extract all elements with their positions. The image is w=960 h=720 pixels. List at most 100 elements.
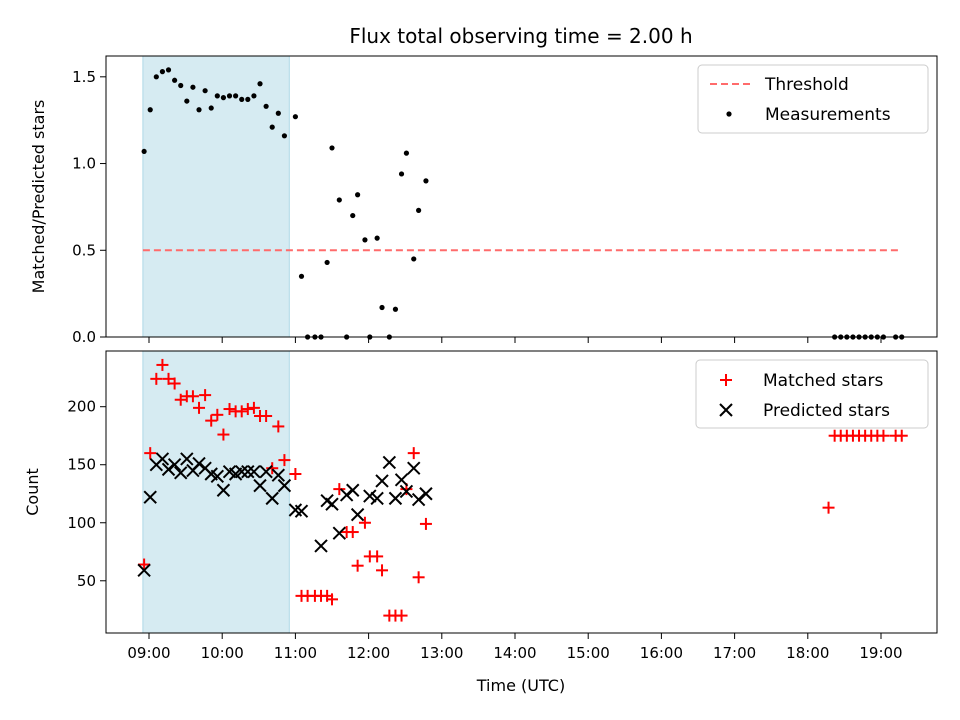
y-tick-label: 0.5 [72, 241, 96, 259]
legend-measurements-label: Measurements [765, 105, 891, 125]
legend-threshold-label: Threshold [764, 75, 849, 95]
matched-star-point [156, 358, 169, 371]
measurement-point [398, 171, 405, 177]
x-tick-label: 16:00 [640, 644, 683, 662]
measurement-point [362, 237, 368, 243]
predicted-star-point [294, 504, 309, 518]
bottom-legend-box [695, 359, 929, 429]
predicted-star-point [382, 455, 397, 470]
matched-star-point [395, 609, 408, 622]
matched-star-point [278, 454, 291, 467]
matched-star-point [412, 571, 425, 584]
predicted-star-point [167, 458, 182, 472]
top-legend-box [697, 64, 929, 134]
predicted-star-point [350, 507, 365, 522]
x-tick-label: 12:00 [347, 644, 390, 662]
predicted-star-point [277, 478, 292, 493]
y-tick-label: 1.5 [72, 68, 96, 86]
measurement-point [214, 93, 220, 99]
measurement-point [423, 178, 429, 184]
predicted-star-point [346, 483, 360, 497]
measurement-point [374, 235, 380, 241]
measurement-point [269, 124, 275, 130]
predicted-star-point [174, 466, 188, 480]
y-tick-label: 200 [67, 398, 96, 416]
matched-star-point [326, 593, 338, 606]
legend-measurements-swatch [726, 111, 732, 117]
predicted-star-point [216, 483, 231, 497]
matched-star-point [241, 403, 254, 416]
measurement-point [245, 96, 251, 102]
predicted-star-point [388, 491, 403, 506]
x-tick-label: 13:00 [420, 644, 463, 662]
matched-star-point [289, 468, 302, 481]
matched-star-point [877, 429, 890, 442]
measurement-point [178, 82, 184, 89]
measurement-point [208, 105, 214, 111]
y-tick-label: 1.0 [72, 155, 96, 173]
bottom-y-axis-label: Count [23, 468, 42, 516]
y-tick-label: 100 [67, 514, 96, 532]
matched-star-point [333, 483, 346, 496]
measurement-point [153, 74, 159, 80]
measurement-point [184, 98, 190, 104]
measurement-point [263, 103, 269, 109]
predicted-star-point [137, 563, 151, 578]
predicted-star-point [155, 452, 170, 466]
bottom-y-ticks: 50 100 150 200 [67, 398, 106, 590]
matched-star-point [376, 564, 389, 577]
matched-star-point [272, 420, 285, 433]
measurement-point [220, 95, 227, 101]
top-y-axis-label: Matched/Predicted stars [29, 100, 48, 294]
x-tick-label: 17:00 [713, 644, 756, 662]
y-tick-label: 50 [77, 572, 96, 590]
bottom-x-ticks: 09:00 10:00 11:00 12:00 13:00 14:00 15:00 16:00… [127, 633, 903, 662]
bottom-axes-frame [105, 350, 938, 634]
matched-star-point [407, 447, 420, 460]
measurement-point [275, 110, 281, 116]
x-tick-label: 18:00 [786, 644, 829, 662]
predicted-star-point [411, 492, 426, 507]
measurement-point [159, 69, 166, 75]
predicted-star-point [265, 491, 279, 506]
predicted-star-point [407, 461, 421, 475]
legend-matched-swatch [720, 374, 732, 386]
y-tick-label: 0.0 [72, 328, 96, 346]
predicted-star-point [394, 473, 409, 487]
predicted-star-point [247, 464, 261, 479]
x-tick-label: 10:00 [201, 644, 244, 662]
bottom-observing-window-shade [142, 350, 290, 634]
matched-star-point [193, 401, 206, 414]
predicted-star-point [192, 456, 206, 471]
matched-star-point [371, 550, 384, 563]
matched-star-point [358, 516, 371, 529]
measurement-point [416, 207, 422, 213]
matched-star-point [223, 403, 236, 416]
x-axis-label: Time (UTC) [476, 676, 565, 695]
bottom-legend: Matched stars Predicted stars [695, 359, 929, 429]
top-panel: 0.0 0.5 1.0 1.5 Matched/Predicted stars Thr… [29, 55, 938, 346]
matched-star-point [895, 429, 908, 442]
measurement-point [329, 145, 335, 151]
matched-star-point [168, 377, 181, 390]
y-tick-label: 150 [67, 456, 96, 474]
predicted-star-point [210, 469, 225, 484]
matched-star-point [822, 501, 835, 514]
measurement-point [298, 273, 305, 279]
matched-star-point [144, 447, 157, 460]
top-x-ticks [148, 337, 882, 343]
measurement-point [281, 133, 288, 139]
matched-star-point [205, 414, 218, 427]
predicted-star-point [259, 464, 273, 479]
x-tick-label: 14:00 [493, 644, 536, 662]
measurement-point [165, 67, 172, 73]
matched-star-point [247, 401, 260, 414]
predicted-star-point [339, 488, 354, 502]
top-legend: Threshold Measurements [697, 64, 929, 134]
measurement-point [202, 88, 208, 94]
predicted-star-point [253, 478, 267, 493]
x-tick-label: 15:00 [567, 644, 610, 662]
chart-title: Flux total observing time = 2.00 h [349, 24, 692, 48]
predicted-star-point [370, 491, 384, 506]
